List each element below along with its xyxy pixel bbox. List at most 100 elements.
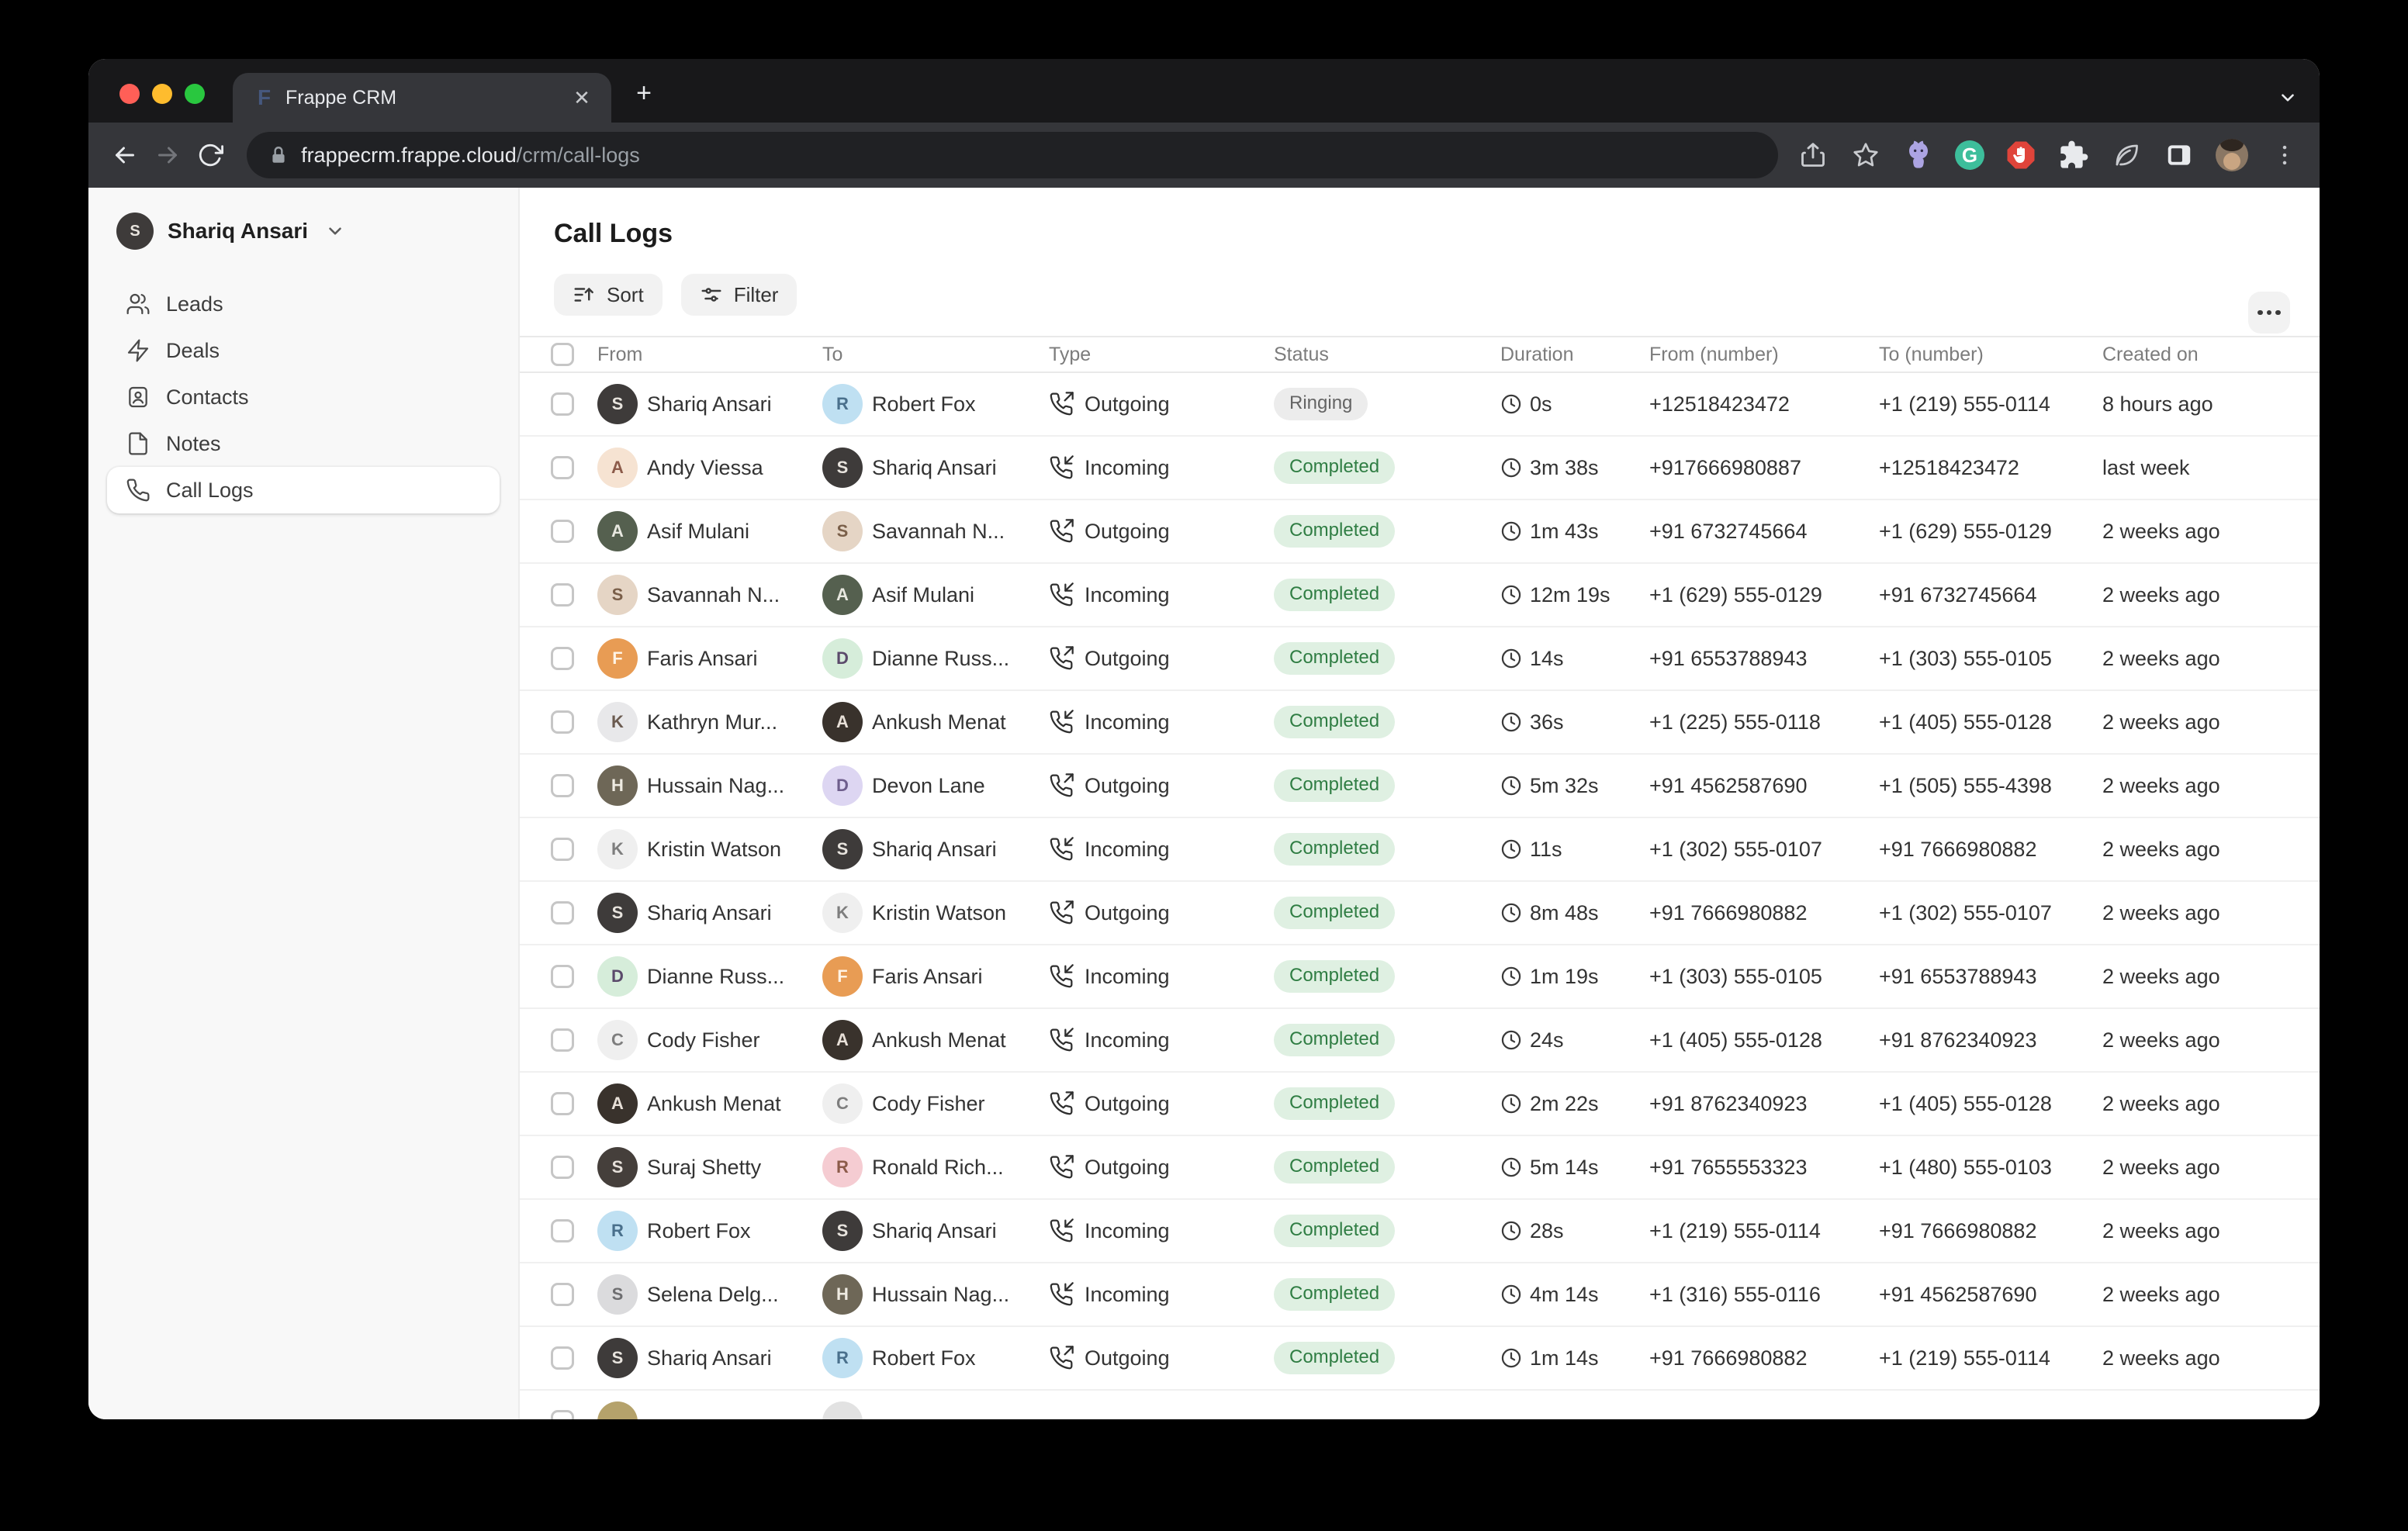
row-checkbox[interactable] xyxy=(551,583,574,607)
status-badge: Completed xyxy=(1274,833,1396,866)
reader-panel-icon[interactable] xyxy=(2163,139,2195,171)
minimize-window-button[interactable] xyxy=(152,84,172,104)
column-header[interactable]: Duration xyxy=(1500,343,1574,365)
from-name: Suraj Shetty xyxy=(647,1155,762,1179)
to-number: +1 (302) 555-0107 xyxy=(1879,900,2052,924)
column-header[interactable]: Type xyxy=(1049,343,1092,365)
share-icon[interactable] xyxy=(1797,139,1829,171)
clock-icon xyxy=(1500,711,1522,733)
zoom-window-button[interactable] xyxy=(185,84,205,104)
back-button[interactable] xyxy=(104,133,147,177)
table-row-partial[interactable] xyxy=(520,1391,2320,1419)
to-person: D Dianne Russ... xyxy=(822,638,1049,679)
created-on: last week xyxy=(2102,455,2190,479)
from-person: K Kathryn Mur... xyxy=(597,702,822,742)
row-checkbox[interactable] xyxy=(551,1283,574,1306)
to-name: Shariq Ansari xyxy=(872,455,997,479)
extensions-puzzle-icon[interactable] xyxy=(2057,139,2090,171)
table-row[interactable]: H Hussain Nag... D Devon Lane Outgoing Comple… xyxy=(520,755,2320,818)
to-person xyxy=(822,1401,1049,1419)
row-checkbox[interactable] xyxy=(551,456,574,479)
column-header[interactable]: To (number) xyxy=(1879,343,1984,365)
new-tab-button[interactable]: + xyxy=(636,78,652,108)
browser-profile-avatar[interactable] xyxy=(2216,139,2248,171)
sidebar-item-contacts[interactable]: Contacts xyxy=(107,374,500,420)
to-name: Dianne Russ... xyxy=(872,646,1010,670)
row-checkbox[interactable] xyxy=(551,1410,574,1419)
status-badge: Ringing xyxy=(1274,388,1368,420)
adblock-extension-icon[interactable] xyxy=(2005,139,2037,171)
table-row[interactable]: S Shariq Ansari K Kristin Watson Outgoing Com… xyxy=(520,882,2320,945)
phone-outgoing-icon xyxy=(1049,1346,1074,1370)
sidebar-item-notes[interactable]: Notes xyxy=(107,420,500,467)
table-row[interactable]: A Asif Mulani S Savannah N... Outgoing Comple… xyxy=(520,500,2320,564)
sidebar-item-deals[interactable]: Deals xyxy=(107,327,500,374)
sidebar-item-leads[interactable]: Leads xyxy=(107,281,500,327)
filter-button[interactable]: Filter xyxy=(680,274,797,316)
from-name: Shariq Ansari xyxy=(647,900,772,924)
sort-button[interactable]: Sort xyxy=(554,274,663,316)
table-row[interactable]: D Dianne Russ... F Faris Ansari Incoming Comp… xyxy=(520,945,2320,1009)
to-number: +91 8762340923 xyxy=(1879,1028,2037,1052)
table-row[interactable]: S Shariq Ansari R Robert Fox Outgoing Complet… xyxy=(520,1327,2320,1391)
call-type: Outgoing xyxy=(1049,773,1274,798)
forward-button[interactable] xyxy=(147,133,189,177)
row-checkbox[interactable] xyxy=(551,392,574,416)
column-header[interactable]: Status xyxy=(1274,343,1329,365)
row-checkbox[interactable] xyxy=(551,1092,574,1115)
column-header[interactable]: Created on xyxy=(2102,343,2199,365)
row-checkbox[interactable] xyxy=(551,965,574,988)
select-all-checkbox[interactable] xyxy=(551,343,574,366)
row-checkbox[interactable] xyxy=(551,1346,574,1370)
from-name: Cody Fisher xyxy=(647,1028,760,1052)
energy-saver-icon[interactable] xyxy=(2110,139,2143,171)
more-options-button[interactable] xyxy=(2248,292,2290,334)
row-checkbox[interactable] xyxy=(551,647,574,670)
browser-menu-icon[interactable] xyxy=(2268,139,2301,171)
row-checkbox[interactable] xyxy=(551,520,574,543)
duration: 1m 14s xyxy=(1500,1346,1649,1370)
row-checkbox[interactable] xyxy=(551,1219,574,1242)
to-avatar: S xyxy=(822,1211,863,1251)
bookmark-star-icon[interactable] xyxy=(1849,139,1882,171)
row-checkbox[interactable] xyxy=(551,1028,574,1052)
table-body: S Shariq Ansari R Robert Fox Outgoing Ringing… xyxy=(520,373,2320,1419)
user-menu[interactable]: S Shariq Ansari xyxy=(107,203,500,259)
table-row[interactable]: S Savannah N... A Asif Mulani Incoming Comple… xyxy=(520,564,2320,627)
table-row[interactable]: K Kristin Watson S Shariq Ansari Incoming Com… xyxy=(520,818,2320,882)
table-row[interactable]: C Cody Fisher A Ankush Menat Incoming Complet… xyxy=(520,1009,2320,1073)
column-header[interactable]: From xyxy=(597,343,643,365)
row-checkbox[interactable] xyxy=(551,710,574,734)
status-badge: Completed xyxy=(1274,579,1396,611)
browser-tab[interactable]: F Frappe CRM ✕ xyxy=(233,73,611,123)
row-checkbox[interactable] xyxy=(551,1156,574,1179)
column-header[interactable]: To xyxy=(822,343,843,365)
close-window-button[interactable] xyxy=(119,84,140,104)
clock-icon xyxy=(1500,393,1522,415)
table-row[interactable]: R Robert Fox S Shariq Ansari Incoming Complet… xyxy=(520,1200,2320,1263)
column-header[interactable]: From (number) xyxy=(1649,343,1779,365)
from-name: Shariq Ansari xyxy=(647,392,772,416)
row-checkbox[interactable] xyxy=(551,838,574,861)
row-checkbox[interactable] xyxy=(551,901,574,924)
to-number: +91 7666980882 xyxy=(1879,1218,2037,1242)
table-row[interactable]: F Faris Ansari D Dianne Russ... Outgoing Comp… xyxy=(520,627,2320,691)
table-row[interactable]: S Suraj Shetty R Ronald Rich... Outgoing Comp… xyxy=(520,1136,2320,1200)
call-type: Outgoing xyxy=(1049,519,1274,544)
table-row[interactable]: A Andy Viessa S Shariq Ansari Incoming Comple… xyxy=(520,437,2320,500)
table-row[interactable]: K Kathryn Mur... A Ankush Menat Incoming Comp… xyxy=(520,691,2320,755)
table-row[interactable]: S Selena Delg... H Hussain Nag... Incoming Co… xyxy=(520,1263,2320,1327)
duration: 28s xyxy=(1500,1219,1649,1243)
reload-button[interactable] xyxy=(189,133,231,177)
tab-close-icon[interactable]: ✕ xyxy=(573,85,590,109)
to-avatar xyxy=(822,1401,863,1419)
tab-search-chevron-icon[interactable] xyxy=(2278,85,2298,114)
github-extension-icon[interactable] xyxy=(1902,139,1935,171)
sidebar-item-call-logs[interactable]: Call Logs xyxy=(107,467,500,513)
row-checkbox[interactable] xyxy=(551,774,574,797)
from-person: D Dianne Russ... xyxy=(597,956,822,997)
table-row[interactable]: A Ankush Menat C Cody Fisher Outgoing Complet… xyxy=(520,1073,2320,1136)
address-bar[interactable]: frappecrm.frappe.cloud/crm/call-logs xyxy=(247,132,1778,178)
table-row[interactable]: S Shariq Ansari R Robert Fox Outgoing Ringing… xyxy=(520,373,2320,437)
grammarly-extension-icon[interactable]: G xyxy=(1955,140,1984,170)
